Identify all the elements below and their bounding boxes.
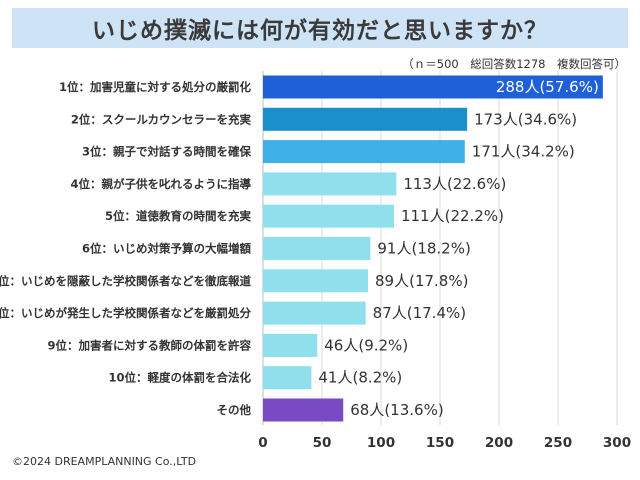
bar: [263, 333, 318, 357]
value-label: 89人(17.8%): [375, 272, 468, 290]
x-tick-label: 0: [258, 435, 267, 451]
copyright: ©2024 DREAMPLANNING Co.,LTD: [12, 455, 197, 468]
chart-title: いじめ撲滅には何が有効だと思いますか？: [92, 18, 548, 44]
category-label: 1位：加害児童に対する処分の厳罰化: [59, 80, 251, 94]
bar: [263, 75, 603, 99]
bar: [263, 301, 366, 325]
sample-note: （ｎ＝500 総回答数1278 複数回答可）: [402, 57, 626, 71]
title-bar: いじめ撲滅には何が有効だと思いますか？: [12, 8, 628, 48]
bar: [263, 269, 369, 293]
category-label: 6位：いじめ対策予算の大幅増額: [82, 242, 252, 256]
value-label: 41人(8.2%): [318, 369, 402, 387]
x-tick-label: 300: [603, 435, 631, 451]
bar: [263, 398, 344, 422]
category-label: 5位：道徳教育の時間を充実: [105, 209, 252, 223]
value-label: 68人(13.6%): [350, 401, 443, 419]
value-label: 173人(34.6%): [474, 110, 577, 128]
value-label: 111人(22.2%): [401, 207, 504, 225]
category-label: 4位：親が子供を叱れるように指導: [71, 177, 252, 191]
x-tick-label: 150: [426, 435, 454, 451]
bar: [263, 366, 312, 390]
bar: [263, 172, 397, 196]
value-label: 46人(9.2%): [324, 336, 408, 354]
bar: [263, 140, 465, 164]
category-label: 7位：いじめを隠蔽した学校関係者などを徹底報道: [0, 274, 251, 288]
x-tick-label: 100: [367, 435, 395, 451]
value-label: 171人(34.2%): [472, 143, 575, 161]
category-label: 2位：スクールカウンセラーを充実: [71, 112, 252, 126]
bar: [263, 107, 468, 131]
x-tick-label: 200: [485, 435, 513, 451]
value-label: 87人(17.4%): [373, 304, 466, 322]
bar: [263, 204, 394, 228]
category-label: その他: [217, 403, 252, 417]
value-label: 91人(18.2%): [377, 240, 470, 258]
bar: [263, 237, 371, 260]
category-label: 3位：親子で対話する時間を確保: [82, 145, 252, 159]
value-label: 288人(57.6%): [496, 78, 599, 96]
category-label: 9位：加害者に対する教師の体罰を許容: [48, 338, 252, 352]
category-label: 8位：いじめが発生した学校関係者などを厳罰処分: [0, 306, 251, 320]
category-label: 10位：軽度の体罰を合法化: [108, 371, 251, 385]
x-tick-label: 250: [544, 435, 572, 451]
x-tick-label: 50: [313, 435, 332, 451]
value-label: 113人(22.6%): [403, 175, 506, 193]
